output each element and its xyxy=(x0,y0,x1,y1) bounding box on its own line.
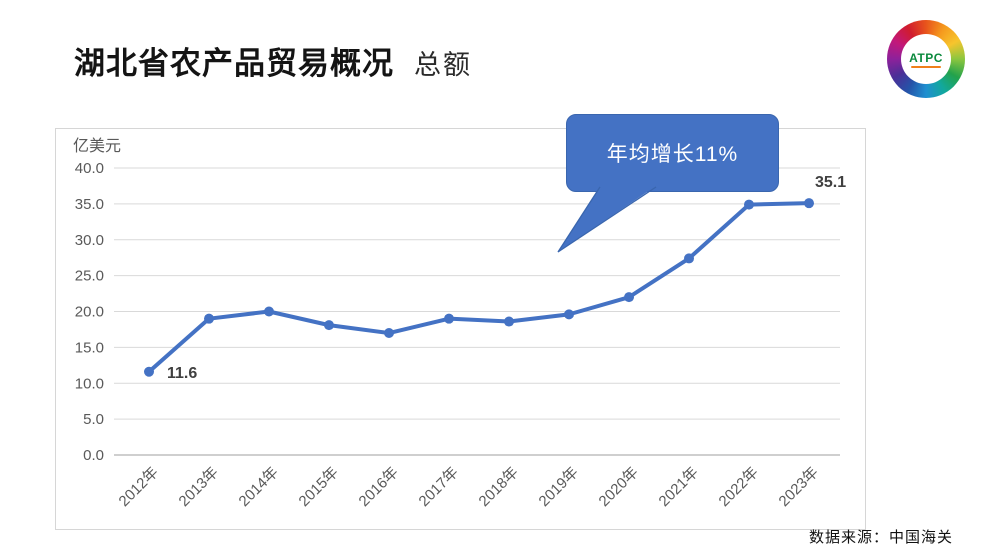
x-tick-label: 2019年 xyxy=(536,464,582,510)
y-tick-label: 10.0 xyxy=(75,375,104,392)
annotation-callout-tail xyxy=(557,186,657,253)
atpc-logo: ATPC xyxy=(887,20,965,98)
data-point xyxy=(204,313,214,324)
data-line xyxy=(147,201,811,374)
x-tick-label: 2021年 xyxy=(656,464,702,510)
data-source: 数据来源：中国海关 xyxy=(808,529,953,546)
line-chart: 亿美元 0.0 5.0 10.0 15.0 20.0 25.0 30.0 35.0 40.0 201… xyxy=(73,137,846,510)
data-point-label: 35.1 xyxy=(815,174,846,191)
data-point xyxy=(564,309,574,320)
y-tick-label: 40.0 xyxy=(75,160,104,177)
y-tick-label: 30.0 xyxy=(75,232,104,249)
x-tick-label: 2020年 xyxy=(596,464,642,510)
y-tick-label: 35.0 xyxy=(75,196,104,213)
data-point xyxy=(324,320,334,331)
x-tick-label: 2013年 xyxy=(176,464,222,510)
y-tick-label: 20.0 xyxy=(75,304,104,321)
data-point xyxy=(684,253,694,264)
x-tick-label: 2016年 xyxy=(356,464,402,510)
y-tick-label: 5.0 xyxy=(83,411,104,428)
logo-center: ATPC xyxy=(901,34,951,84)
chart-card[interactable]: 亿美元 0.0 5.0 10.0 15.0 20.0 25.0 30.0 35.0 40.0 201… xyxy=(55,128,866,530)
data-point xyxy=(804,198,814,209)
y-tick-label: 0.0 xyxy=(83,447,104,464)
data-point xyxy=(444,313,454,324)
x-tick-label: 2015年 xyxy=(296,464,342,510)
x-tick-label: 2018年 xyxy=(476,464,522,510)
y-tick-label: 15.0 xyxy=(75,339,104,356)
page-title: 湖北省农产品贸易概况 总额 xyxy=(74,38,472,83)
title-main: 湖北省农产品贸易概况 xyxy=(74,46,394,81)
x-tick-label: 2012年 xyxy=(116,464,162,510)
data-point xyxy=(624,292,634,303)
logo-text: ATPC xyxy=(909,50,943,65)
x-tick-label: 2022年 xyxy=(716,464,762,510)
logo-underline xyxy=(911,65,941,68)
x-tick-label: 2023年 xyxy=(776,464,822,510)
data-point xyxy=(384,328,394,339)
annotation-callout[interactable]: 年均增长11% xyxy=(566,114,779,192)
y-tick-label: 25.0 xyxy=(75,268,104,285)
data-point xyxy=(744,199,754,210)
data-point xyxy=(144,366,154,377)
x-tick-label: 2014年 xyxy=(236,464,282,510)
x-tick-label: 2017年 xyxy=(416,464,462,510)
title-sub: 总额 xyxy=(414,50,472,80)
annotation-text: 年均增长11% xyxy=(606,143,739,166)
data-point xyxy=(264,306,274,317)
data-point-label: 11.6 xyxy=(167,365,197,382)
y-axis-unit-label: 亿美元 xyxy=(73,137,121,155)
data-point xyxy=(504,316,514,327)
